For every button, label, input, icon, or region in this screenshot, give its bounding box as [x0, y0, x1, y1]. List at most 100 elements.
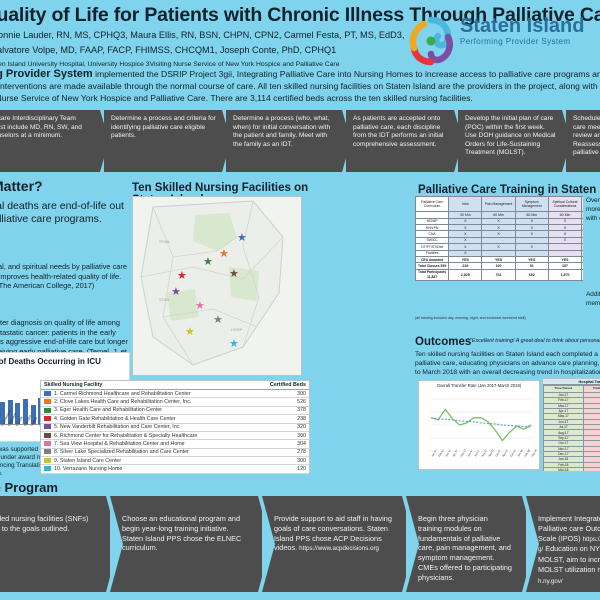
svg-text:STAN: STAN — [159, 297, 169, 302]
process-step-text: As patients are accepted onto palliative… — [353, 115, 444, 148]
program-step-text: Provide support to aid staff in having g… — [274, 514, 392, 553]
legend-swatch — [44, 407, 51, 413]
certified-beds: 120 — [267, 464, 309, 474]
facility-name: 1. Carmel Richmond Healthcare and Rehabi… — [41, 389, 267, 399]
facility-name: 4. Golden Gate Rehabilitation & Health C… — [41, 414, 267, 424]
intro-lead: The Staten Island Performing Provider Sy… — [0, 68, 93, 80]
total-participants-value: 652 — [514, 268, 549, 281]
facility-name: 6. Richmond Center for Rehabilitation & … — [41, 431, 267, 441]
logo-title: Staten Island — [460, 15, 585, 37]
program-step-url[interactable]: https://pos-pal.org/ — [538, 535, 600, 554]
process-step-text: Determine a process and criteria for ide… — [111, 115, 216, 140]
total-participants-value: 964 — [581, 268, 583, 281]
total-classes-value: 103 — [581, 262, 583, 270]
training-heading: Palliative Care Training in Staten Islan… — [418, 184, 600, 196]
table-header-row: Skilled Nursing Facility Certified Beds — [41, 381, 309, 390]
facility-name: 9. Staten Island Care Center — [41, 456, 267, 466]
program-step-url[interactable]: https://www.acpdecisions.org — [299, 545, 379, 553]
map-pin-4[interactable]: ★ — [177, 270, 187, 282]
program-steps-row: All ten Staten Island skilled nursing fa… — [0, 496, 600, 592]
skilled-nursing-facility-table: Skilled Nursing Facility Certified Beds … — [40, 380, 310, 474]
training-mark — [581, 230, 583, 238]
training-column-header: Pain Management — [481, 196, 516, 213]
data-series-line — [430, 417, 532, 428]
facility-name: 7. Sea View Hospital & Rehabilitation Ce… — [41, 439, 267, 449]
page-title: Improving the Quality of Life for Patien… — [0, 4, 600, 26]
chevron-notch-icon — [110, 496, 123, 592]
process-step: Identify palliative care Interdisciplina… — [0, 110, 109, 172]
process-step: Develop the initial plan of care (POC) w… — [458, 110, 571, 172]
intro-line-1: implemented the DSRIP Project 3gii, Inte… — [92, 69, 600, 79]
logo-subtitle: Performing Provider System — [460, 37, 571, 46]
bar — [0, 402, 6, 424]
map-pin-1[interactable]: ★ — [237, 232, 247, 244]
staten-island-map[interactable]: STAN STAN HOSP ★ ★ ★ ★ ★ ★ ★ ★ ★ ★ — [132, 196, 302, 376]
col-beds: Certified Beds — [267, 381, 309, 390]
duration-cell: 60 Min — [581, 211, 583, 219]
map-pin-7[interactable]: ★ — [195, 300, 205, 312]
certified-beds: 526 — [267, 397, 309, 407]
bar — [30, 405, 36, 424]
outcomes-line-1: Ten skilled nursing facilities on Staten… — [415, 351, 600, 358]
map-pin-2[interactable]: ★ — [219, 248, 229, 260]
transfer-chart-ticklabels: Jan-17 Feb-17 Mar-17 Apr-17 May-17 Jun-17 Jul-… — [427, 449, 538, 466]
facility-name: 3. Eger Health Care and Rehabilitation C… — [41, 406, 267, 416]
program-step: Choose an educational program and begin … — [110, 496, 271, 592]
table-row: 2. Clove Lakes Health Care and Rehabilit… — [41, 397, 309, 407]
table-row: 5. New Vanderbilt Rehabilitation and Car… — [41, 423, 309, 432]
table-row: SW/CCXXXXXX — [415, 236, 583, 245]
table-body: 1. Carmel Richmond Healthcare and Rehabi… — [41, 389, 309, 474]
table-row: CNAXXXXXX — [415, 230, 583, 238]
total-participants-value: 2,825 — [448, 268, 483, 281]
map-pin-9[interactable]: ★ — [185, 326, 195, 338]
transfer-chart-title: Overall Transfer Rate (Jan 2017-March 20… — [436, 383, 522, 388]
process-step: Determine a process and criteria for ide… — [104, 110, 231, 172]
certified-beds: 320 — [267, 423, 309, 432]
column-header: Time Period — [543, 385, 584, 393]
map-pin-3[interactable]: ★ — [203, 256, 213, 268]
map-pin-8[interactable]: ★ — [213, 314, 223, 326]
process-step-text: Identify palliative care Interdisciplina… — [0, 115, 82, 140]
map-pin-6[interactable]: ★ — [229, 268, 239, 280]
bar — [23, 399, 29, 424]
transfer-chart-plot — [429, 398, 533, 452]
process-steps-row: Identify palliative care Interdisciplina… — [0, 110, 600, 172]
table-body: Jan-1742928Feb-1746126Mar-1748941Apr-175… — [543, 391, 600, 471]
program-step-text: Implement Integrated Palliative care Out… — [538, 514, 600, 543]
process-step: Schedule standard palliative care meetin… — [566, 110, 600, 172]
total-participants-label: Total Participants 11,887 — [415, 268, 450, 281]
table-row: OT/PT/ST/DietXXXXXX — [415, 243, 583, 251]
training-column-header: Intro — [448, 196, 483, 213]
chevron-notch-icon — [526, 496, 539, 592]
program-step-url-2[interactable]: https://health.ny.gov/ — [538, 566, 600, 585]
certified-beds: 238 — [267, 414, 309, 424]
chevron-notch-icon — [262, 496, 275, 592]
certified-beds: 300 — [267, 389, 309, 399]
map-pin-5[interactable]: ★ — [171, 286, 181, 298]
legend-swatch — [44, 457, 51, 463]
process-step-text: Schedule standard palliative care meetin… — [573, 115, 600, 157]
legend-swatch — [44, 399, 51, 405]
training-mark: X — [581, 243, 583, 251]
total-participants-value: 761 — [481, 268, 516, 281]
svg-text:STAN: STAN — [159, 239, 169, 244]
transfer-rate-chart: Overall Transfer Rate (Jan 2017-March 20… — [418, 380, 540, 470]
overview-text-1: Over 11,800 staff were trained in 2017 a… — [586, 197, 600, 222]
training-table: Palliative Care Curriculum Intro Pain Mana… — [415, 196, 583, 281]
chevron-notch-icon — [406, 496, 419, 592]
legend-swatch — [44, 449, 51, 455]
total-participants-row: Total Participants 11,887 2,825 761 652 1,87… — [415, 268, 583, 281]
intro-line-3: Island University Hospital and Visiting … — [0, 93, 473, 103]
table-row: 4. Golden Gate Rehabilitation & Health C… — [41, 414, 309, 424]
certified-beds: 378 — [267, 406, 309, 416]
hospital-transfers-table: Hospital Transfers for Falls Time Period… — [542, 378, 600, 472]
author-line-2: Kelly Pekar, BA1, Mary Han, BA1, Salvato… — [0, 45, 337, 55]
training-column-header: Ethical Considerations MOLST — [581, 196, 583, 213]
training-mark: X — [581, 223, 583, 232]
certified-beds: 300 — [267, 456, 309, 466]
total-classes-row: Total Classes 5392291009115710312792140 — [415, 262, 583, 270]
training-corner-label: Palliative Care Curriculum — [415, 196, 450, 213]
map-pin-10[interactable]: ★ — [229, 338, 239, 350]
program-step-text: Begin three physician training modules o… — [418, 514, 512, 582]
